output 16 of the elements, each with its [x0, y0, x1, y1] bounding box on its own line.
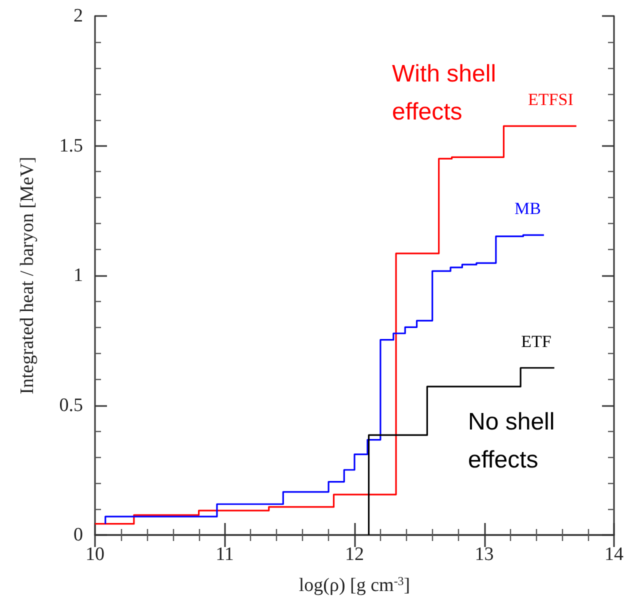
- series-label: ETF: [521, 332, 552, 351]
- y-tick-label: 2: [74, 6, 83, 26]
- x-tick-label: 10: [86, 544, 104, 565]
- x-tick-label: 14: [604, 544, 624, 565]
- y-tick-label: 1.5: [59, 135, 83, 156]
- series-label: ETFSI: [528, 90, 574, 110]
- x-tick-label: 12: [345, 544, 364, 565]
- series-label: MB: [514, 199, 541, 218]
- x-tick-label: 11: [216, 544, 234, 565]
- annotation: With shell effects: [392, 60, 496, 126]
- x-tick-label: 13: [474, 544, 494, 565]
- y-tick-label: 0.5: [59, 394, 83, 416]
- y-tick-label: 1: [74, 265, 83, 286]
- annotation: No shell effects: [468, 408, 555, 474]
- y-axis-title: Integrated heat / baryon [MeV]: [17, 156, 38, 394]
- y-tick-label: 0: [74, 524, 83, 546]
